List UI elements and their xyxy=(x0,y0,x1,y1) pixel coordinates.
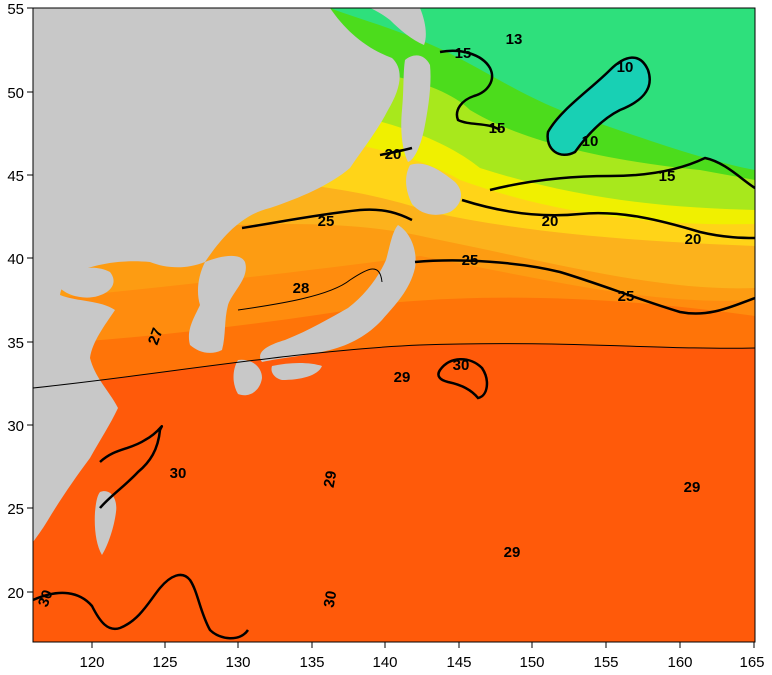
isotherm-10-line xyxy=(546,56,651,157)
lon-tick-label: 165 xyxy=(739,654,764,671)
land-japan-hokkaido xyxy=(406,163,462,215)
lat-tick-label: 45 xyxy=(7,168,24,185)
land-asia-mainland xyxy=(33,8,400,542)
lon-tick-label: 135 xyxy=(299,654,324,671)
land-shandong xyxy=(60,267,114,298)
isotherm-label: 20 xyxy=(385,146,402,163)
lon-tick-label: 145 xyxy=(446,654,471,671)
land-japan-shikoku xyxy=(271,363,322,380)
isotherm-20-line xyxy=(461,198,755,240)
lon-tick-label: 140 xyxy=(372,654,397,671)
isotherm-label: 30 xyxy=(453,357,470,374)
latitude-axis: 55 50 45 40 35 30 25 20 xyxy=(7,1,24,602)
longitude-axis: 120 125 130 135 140 145 150 155 160 165 xyxy=(79,654,764,671)
isotherm-label: 30 xyxy=(321,590,341,609)
lon-tick-label: 160 xyxy=(667,654,692,671)
lat-tick-label: 40 xyxy=(7,251,24,268)
isotherm-30-line xyxy=(33,573,250,640)
isotherm-label: 29 xyxy=(394,369,411,386)
land-kamchatka xyxy=(370,8,426,45)
lat-tick-label: 20 xyxy=(7,585,24,602)
isotherm-label: 30 xyxy=(170,465,187,482)
land-japan-honshu xyxy=(260,225,416,362)
isotherm-labels: 13 15 10 15 10 20 15 20 25 20 25 28 25 2… xyxy=(35,31,701,609)
isotherm-label: 15 xyxy=(455,45,472,62)
isotherm-label: 25 xyxy=(462,252,479,269)
lat-tick-label: 55 xyxy=(7,1,24,18)
land-sakhalin xyxy=(401,55,431,162)
lon-tick-label: 125 xyxy=(152,654,177,671)
isotherm-20-line xyxy=(379,146,413,157)
lon-tick-label: 120 xyxy=(79,654,104,671)
isotherm-label: 13 xyxy=(506,31,523,48)
sst-band-13 xyxy=(330,8,755,170)
isotherm-30-line xyxy=(99,424,164,509)
lat-tick-label: 30 xyxy=(7,418,24,435)
isotherm-label: 20 xyxy=(542,213,559,230)
isotherm-25-line xyxy=(241,208,413,230)
isotherm-lines xyxy=(33,49,755,640)
land-japan-kyushu xyxy=(233,359,262,396)
map-frame xyxy=(32,7,756,643)
isotherm-label: 10 xyxy=(617,59,634,76)
isotherm-15-line xyxy=(489,156,755,192)
isotherm-label: 10 xyxy=(582,133,599,150)
isotherm-label: 25 xyxy=(318,213,335,230)
isotherm-label: 20 xyxy=(685,231,702,248)
lon-tick-label: 150 xyxy=(519,654,544,671)
isotherm-label: 15 xyxy=(489,120,506,137)
lon-tick-label: 130 xyxy=(225,654,250,671)
land xyxy=(33,8,462,555)
isotherm-28-line xyxy=(237,268,383,311)
isotherm-30-line xyxy=(437,358,489,400)
isotherm-label: 29 xyxy=(321,470,341,489)
isotherm-label: 29 xyxy=(684,479,701,496)
lon-tick-label: 155 xyxy=(593,654,618,671)
axis-ticks xyxy=(27,7,755,648)
isotherm-label: 25 xyxy=(618,288,635,305)
isotherm-label: 27 xyxy=(145,326,167,347)
lat-tick-label: 25 xyxy=(7,501,24,518)
lat-tick-label: 35 xyxy=(7,335,24,352)
isotherm-label: 30 xyxy=(35,588,57,609)
isotherm-15-line xyxy=(439,49,501,132)
isotherm-29-line xyxy=(33,343,755,389)
isotherm-label: 15 xyxy=(659,168,676,185)
land-korea xyxy=(188,255,246,353)
lat-tick-label: 50 xyxy=(7,85,24,102)
sst-band-10 xyxy=(547,57,650,155)
isotherm-label: 29 xyxy=(504,544,521,561)
isotherm-25-line xyxy=(414,259,755,315)
isotherm-label: 28 xyxy=(293,280,310,297)
